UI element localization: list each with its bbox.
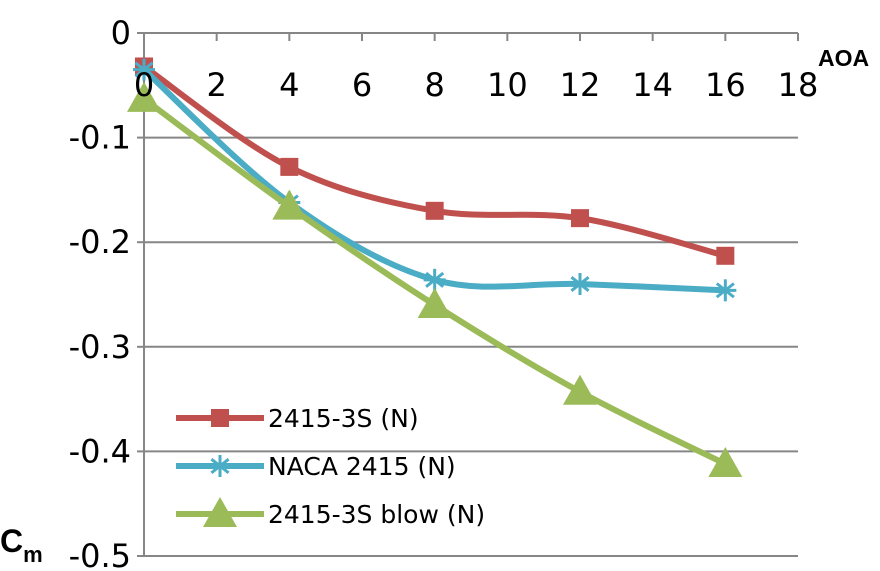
marker-stroke [425, 271, 445, 288]
data-point [133, 58, 155, 81]
x-tick-label: 8 [424, 66, 444, 104]
marker-stroke [570, 276, 590, 293]
marker-stroke [210, 458, 230, 474]
y-tick-label: -0.4 [69, 432, 131, 470]
x-tick-label: 16 [705, 66, 746, 104]
data-point [272, 189, 307, 220]
y-tick-label: -0.2 [69, 223, 131, 261]
data-point [714, 279, 737, 302]
y-tick-label: -0.5 [69, 537, 131, 571]
x-tick-label: 14 [632, 66, 673, 104]
y-axis-title: Cm [0, 523, 43, 567]
x-tick-label: 18 [778, 66, 819, 104]
legend-entry: NACA 2415 (N) [176, 452, 456, 481]
data-point [716, 246, 735, 265]
x-tick-label: 10 [487, 66, 528, 104]
data-point [280, 157, 299, 176]
x-tick-label: 2 [206, 66, 226, 104]
legend-entry: 2415-3S (N) [176, 404, 419, 433]
y-axis-title-subscript: m [23, 542, 43, 567]
x-tick-label: 0 [134, 66, 154, 104]
data-point [563, 374, 597, 405]
marker-stroke [715, 282, 735, 299]
y-tick-label: 0 [111, 14, 131, 52]
x-tick-label: 12 [560, 66, 601, 104]
data-point [708, 446, 743, 477]
data-point [569, 273, 591, 296]
legend-marker [203, 497, 237, 527]
y-tick-label: -0.3 [69, 328, 131, 366]
series-0 [135, 57, 735, 265]
data-point [423, 268, 446, 291]
data-point [127, 81, 161, 112]
legend-marker [209, 455, 231, 477]
series-2 [127, 81, 743, 477]
legend-label: NACA 2415 (N) [268, 452, 456, 481]
legend-marker [211, 409, 229, 427]
data-point [425, 201, 444, 220]
data-point [417, 287, 452, 318]
data-point [571, 209, 589, 228]
x-axis-title: AOA [818, 45, 869, 71]
legend-label: 2415-3S blow (N) [268, 500, 485, 529]
legend-entry: 2415-3S blow (N) [176, 497, 485, 529]
x-tick-label: 4 [279, 66, 299, 104]
x-tick-label: 6 [352, 66, 372, 104]
y-axis-title-main: C [0, 523, 23, 559]
legend-label: 2415-3S (N) [268, 404, 419, 433]
marker-stroke [134, 61, 154, 78]
y-tick-label: -0.1 [69, 119, 131, 157]
